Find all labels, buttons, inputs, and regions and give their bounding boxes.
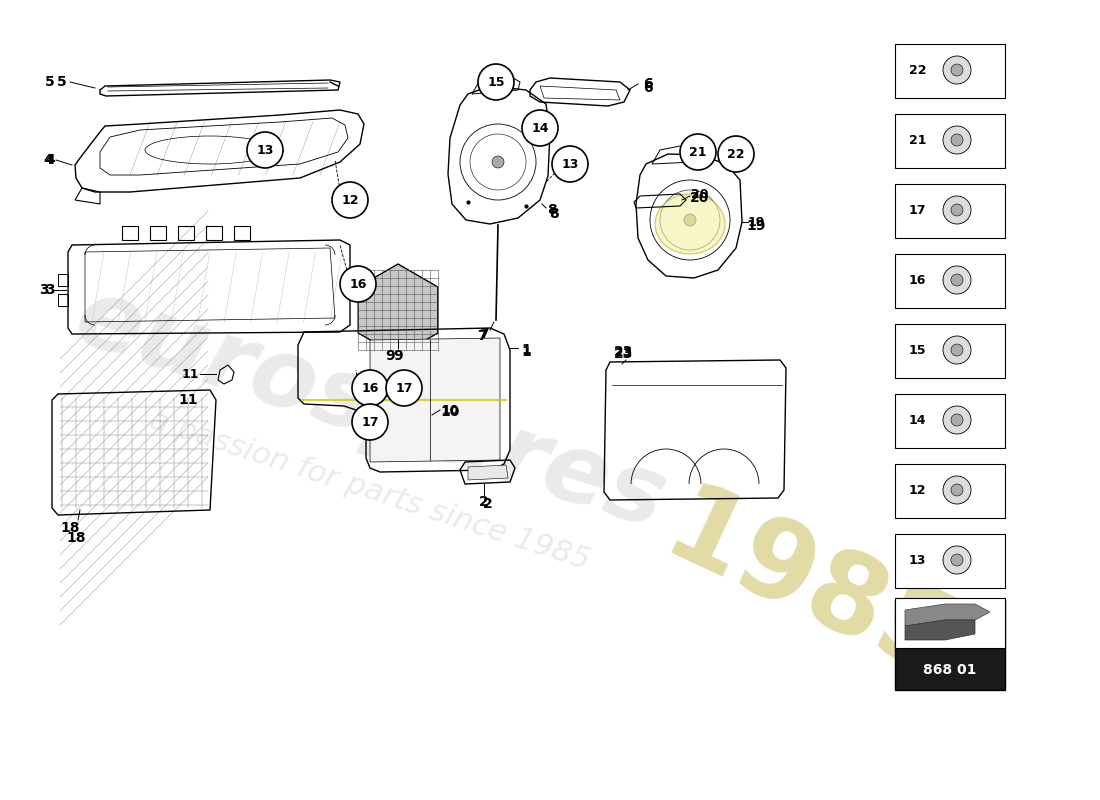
Text: 23: 23 (614, 347, 634, 361)
Text: 20: 20 (691, 191, 710, 205)
Text: 3: 3 (40, 283, 48, 297)
Text: 5: 5 (45, 75, 55, 89)
Text: 1985: 1985 (648, 476, 972, 704)
Text: 13: 13 (909, 554, 926, 566)
Circle shape (248, 132, 283, 168)
Text: 18: 18 (66, 531, 86, 545)
Text: eurospares: eurospares (63, 270, 676, 550)
Text: 20: 20 (691, 189, 708, 202)
Text: 9: 9 (385, 349, 395, 363)
Text: 13: 13 (561, 158, 579, 170)
Text: 21: 21 (690, 146, 706, 158)
FancyBboxPatch shape (895, 394, 1005, 448)
Text: 22: 22 (909, 63, 926, 77)
Circle shape (680, 134, 716, 170)
Text: 22: 22 (727, 147, 745, 161)
FancyBboxPatch shape (895, 324, 1005, 378)
Polygon shape (468, 465, 508, 480)
Text: a passion for parts since 1985: a passion for parts since 1985 (146, 405, 594, 575)
Text: 13: 13 (256, 143, 274, 157)
Circle shape (332, 182, 368, 218)
Circle shape (478, 64, 514, 100)
Text: 16: 16 (361, 382, 378, 394)
Text: 15: 15 (487, 75, 505, 89)
Text: 16: 16 (909, 274, 926, 286)
FancyBboxPatch shape (895, 184, 1005, 238)
Text: 17: 17 (361, 415, 378, 429)
Circle shape (943, 546, 971, 574)
Circle shape (952, 134, 962, 146)
Circle shape (340, 266, 376, 302)
Text: 5: 5 (57, 75, 67, 89)
Circle shape (943, 56, 971, 84)
Polygon shape (359, 264, 438, 356)
Text: 10: 10 (441, 403, 459, 417)
Text: 9: 9 (393, 349, 403, 363)
Text: 14: 14 (531, 122, 549, 134)
Circle shape (952, 554, 962, 566)
Text: 6: 6 (644, 81, 652, 95)
Text: 6: 6 (644, 77, 652, 91)
Text: 19: 19 (746, 219, 766, 233)
Circle shape (386, 370, 422, 406)
FancyBboxPatch shape (895, 464, 1005, 518)
Circle shape (352, 404, 388, 440)
Circle shape (352, 370, 388, 406)
Text: 12: 12 (341, 194, 359, 206)
FancyBboxPatch shape (895, 600, 1005, 690)
Text: 12: 12 (909, 483, 926, 497)
Text: 2: 2 (483, 497, 493, 511)
FancyBboxPatch shape (895, 114, 1005, 168)
Text: 23: 23 (614, 345, 634, 359)
Text: 7: 7 (477, 329, 487, 343)
Text: 2: 2 (480, 495, 488, 509)
Text: 15: 15 (909, 343, 926, 357)
Circle shape (943, 266, 971, 294)
Circle shape (952, 64, 962, 76)
Text: 17: 17 (909, 203, 926, 217)
FancyBboxPatch shape (895, 598, 1005, 648)
Polygon shape (905, 620, 975, 640)
Text: 4: 4 (45, 153, 55, 167)
Circle shape (522, 110, 558, 146)
Circle shape (552, 146, 589, 182)
Circle shape (952, 484, 962, 496)
Circle shape (952, 204, 962, 216)
Circle shape (684, 214, 696, 226)
Text: 11: 11 (182, 367, 199, 381)
Circle shape (718, 136, 754, 172)
Polygon shape (905, 604, 990, 626)
Text: 1: 1 (521, 343, 531, 357)
Circle shape (943, 126, 971, 154)
Circle shape (952, 344, 962, 356)
FancyBboxPatch shape (895, 254, 1005, 308)
Text: 4: 4 (43, 153, 53, 167)
Text: 19: 19 (747, 215, 764, 229)
FancyBboxPatch shape (895, 44, 1005, 98)
Text: 14: 14 (909, 414, 926, 426)
Text: 16: 16 (350, 278, 366, 290)
Circle shape (943, 196, 971, 224)
Text: 10: 10 (440, 405, 460, 419)
Text: 1: 1 (521, 345, 531, 359)
Circle shape (943, 406, 971, 434)
Text: 17: 17 (395, 382, 412, 394)
Circle shape (952, 274, 962, 286)
Circle shape (943, 476, 971, 504)
Text: 868 01: 868 01 (923, 663, 977, 677)
Text: 7: 7 (480, 327, 488, 341)
Circle shape (492, 156, 504, 168)
Text: 3: 3 (45, 283, 55, 297)
Polygon shape (370, 338, 500, 462)
FancyBboxPatch shape (895, 534, 1005, 588)
Circle shape (943, 336, 971, 364)
Text: 8: 8 (547, 203, 557, 217)
Text: 21: 21 (909, 134, 926, 146)
Ellipse shape (654, 194, 725, 254)
Text: 11: 11 (178, 393, 198, 407)
Circle shape (952, 414, 962, 426)
Text: 18: 18 (60, 521, 79, 535)
Text: 8: 8 (549, 207, 559, 221)
